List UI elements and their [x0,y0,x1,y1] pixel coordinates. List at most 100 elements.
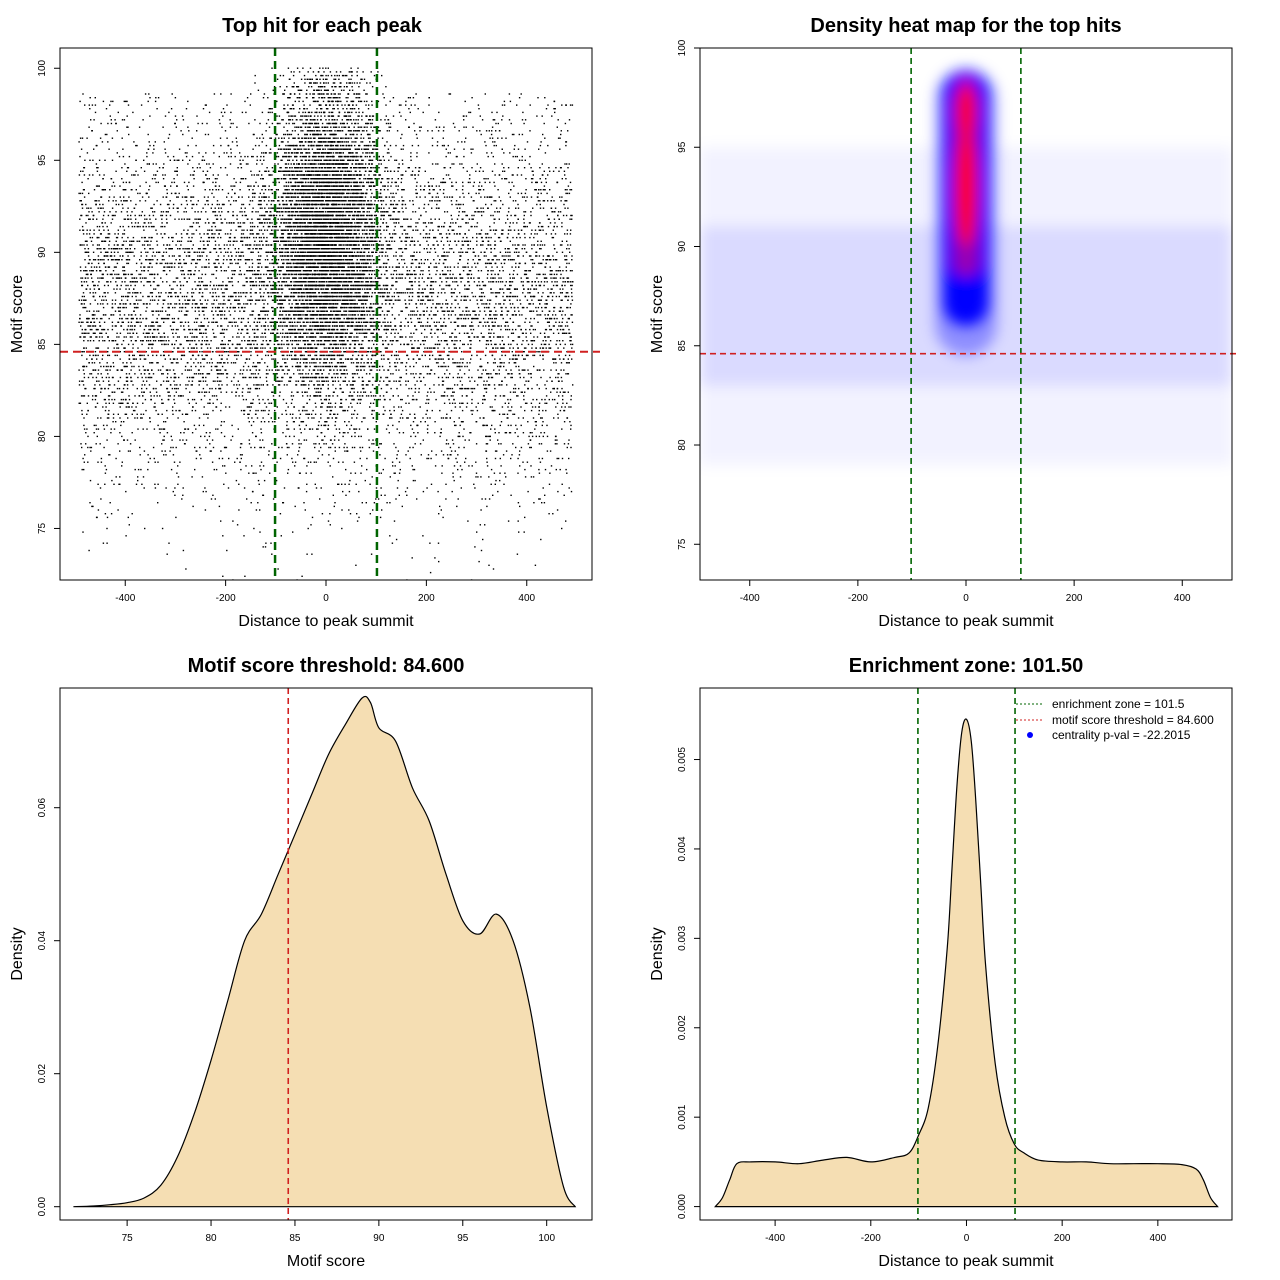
scatter-point [526,277,528,279]
scatter-point [83,299,85,301]
scatter-point [492,281,494,283]
scatter-point [252,233,254,235]
scatter-point [504,402,506,404]
scatter-point [85,222,87,224]
scatter-point [191,303,194,305]
scatter-point [216,200,219,202]
scatter-point [165,343,167,346]
scatter-point [114,119,116,121]
scatter-point [211,306,214,309]
scatter-point [400,413,403,415]
scatter-point [419,233,422,235]
scatter-point [355,159,357,161]
scatter-point [117,229,119,231]
scatter-point [527,373,530,375]
scatter-point [408,299,410,301]
scatter-point [281,369,283,371]
scatter-point [161,402,163,404]
scatter-point [382,155,384,158]
scatter-point [544,273,546,276]
scatter-point [448,347,450,349]
scatter-point [390,273,392,276]
scatter-point [261,163,263,165]
scatter-point [412,211,414,213]
scatter-point [119,314,121,316]
scatter-point [87,214,89,217]
scatter-point [478,376,480,379]
scatter-point [357,362,360,364]
scatter-point [367,122,370,125]
scatter-point [337,314,339,316]
scatter-point [567,358,569,360]
scatter-point [135,144,137,147]
scatter-point [254,317,256,320]
scatter-point [182,119,185,121]
scatter-point [188,277,190,279]
scatter-point [214,225,217,228]
scatter-point [186,281,188,283]
scatter-point [470,358,472,360]
scatter-point [105,376,108,379]
scatter-point [407,417,409,419]
scatter-point [424,288,426,290]
scatter-point [225,391,228,393]
scatter-point [229,306,232,309]
scatter-point [248,439,250,441]
scatter-point [98,236,100,239]
scatter-point [397,189,399,191]
scatter-point [176,336,179,338]
scatter-point [476,244,478,246]
scatter-point [394,336,396,338]
scatter-point [451,181,453,184]
scatter-point [535,435,537,438]
scatter-point [115,325,117,327]
scatter-point [510,369,512,371]
scatter-point [321,513,324,515]
scatter-point [511,351,513,353]
scatter-point [433,189,435,191]
scatter-point [547,200,549,202]
scatter-point [203,196,206,198]
scatter-point [123,189,126,191]
scatter-point [398,200,400,202]
scatter-point [144,93,147,95]
scatter-point [366,457,368,460]
scatter-point [135,292,137,294]
scatter-point [541,244,544,246]
scatter-point [179,306,181,309]
scatter-point [517,354,520,357]
scatter-point [457,284,459,287]
scatter-point [218,505,221,508]
scatter-point [489,299,492,301]
scatter-point [468,376,470,379]
scatter-point [564,284,566,287]
scatter-point [168,133,171,136]
scatter-point [187,270,190,272]
scatter-point [474,380,476,382]
scatter-point [409,365,411,368]
scatter-point [508,328,511,331]
scatter-point [555,321,557,323]
scatter-point [495,281,497,283]
scatter-point [243,409,246,412]
scatter-point [94,398,97,401]
scatter-point [258,398,260,401]
scatter-point [136,144,138,147]
scatter-point [426,417,429,419]
scatter-point [262,384,264,386]
scatter-point [183,421,185,423]
scatter-point [369,328,371,331]
scatter-point [415,266,417,268]
scatter-point [202,490,204,493]
scatter-point [226,306,228,309]
scatter-point [151,347,153,349]
scatter-point [178,376,180,379]
scatter-point [96,167,98,169]
scatter-point [198,325,200,327]
scatter-point [253,336,256,338]
scatter-point [344,450,346,452]
scatter-point [539,354,541,357]
scatter-point [289,314,291,316]
scatter-point [278,380,280,382]
scatter-point [461,244,464,246]
